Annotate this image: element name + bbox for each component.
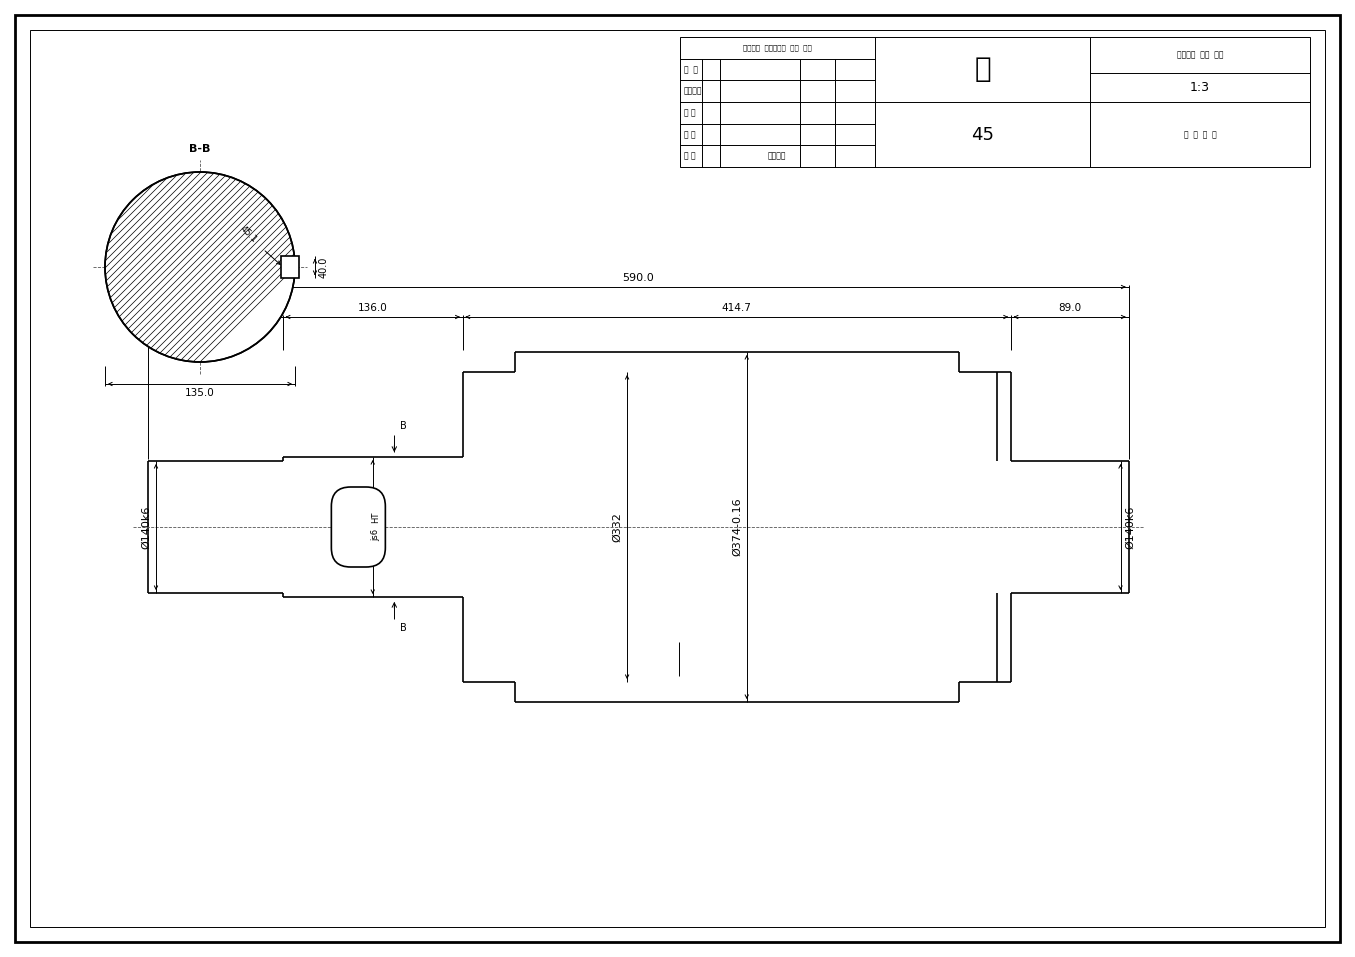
Text: 1:3: 1:3 [1190,81,1210,94]
Bar [280,256,299,278]
FancyBboxPatch shape [332,487,385,567]
Text: 设 计: 设 计 [684,151,695,161]
Text: 批  准: 批 准 [684,65,698,74]
Text: Ø150: Ø150 [358,512,367,542]
Text: 共  张  第  张: 共 张 第 张 [1184,130,1217,139]
Text: 45.1: 45.1 [238,225,259,245]
Text: 标准图号: 标准图号 [768,151,786,161]
Text: 136.0: 136.0 [358,303,388,313]
Text: Ø374-0.16: Ø374-0.16 [732,498,741,556]
Text: 45: 45 [972,125,995,144]
Text: 89.0: 89.0 [1058,303,1081,313]
Text: 590.0: 590.0 [622,273,654,283]
Text: B-B: B-B [190,144,210,154]
Text: 标记处数  更改文件号  签字  日期: 标记处数 更改文件号 签字 日期 [743,45,812,51]
Text: 414.7: 414.7 [722,303,752,313]
Text: 审 查: 审 查 [684,108,695,118]
Text: 轴: 轴 [974,56,991,83]
Text: Ø140k6: Ø140k6 [1126,505,1135,548]
Text: 图样标记  重量  比例: 图样标记 重量 比例 [1176,51,1224,59]
Text: B: B [400,623,406,633]
Text: js6: js6 [371,529,381,541]
Text: 102.0: 102.0 [201,303,230,313]
Text: 135.0: 135.0 [186,388,215,398]
Text: Ø140k6: Ø140k6 [141,505,150,548]
Text: Ø332: Ø332 [612,512,622,542]
Text: HT: HT [371,511,381,523]
Circle shape [104,172,295,362]
Bar [680,37,1310,167]
Text: 校 对: 校 对 [684,130,695,139]
Text: 工艺审查: 工艺审查 [684,87,702,96]
Text: 40.0: 40.0 [318,256,329,278]
Text: B: B [400,421,406,431]
